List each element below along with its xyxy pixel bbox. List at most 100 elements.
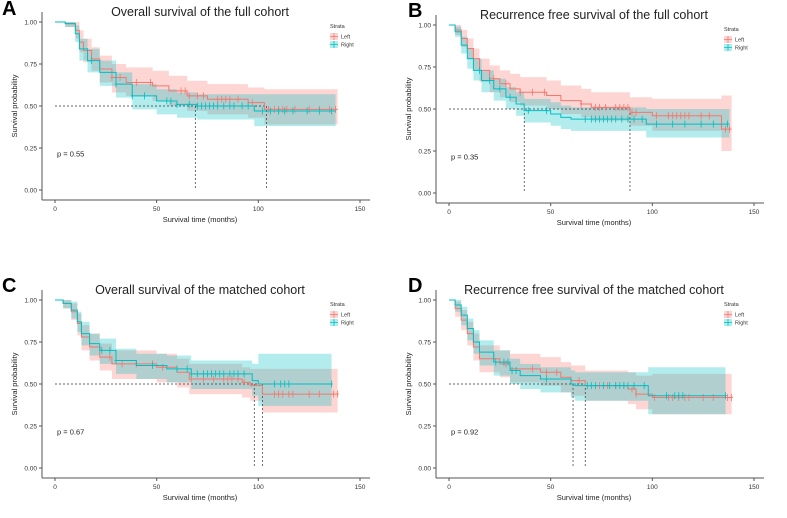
y-tick-label: 0.50 <box>24 103 37 110</box>
y-tick-label: 1.00 <box>24 19 37 26</box>
censor-mark-left <box>224 95 228 103</box>
censor-mark-right <box>506 358 510 366</box>
censor-mark-right <box>502 358 506 366</box>
censor-mark-left <box>307 105 311 113</box>
censor-mark-left <box>667 393 671 401</box>
legend-label-right: Right <box>341 321 354 327</box>
y-tick-label: 0.50 <box>418 106 431 113</box>
censor-mark-right <box>199 102 203 110</box>
legend-label-right: Right <box>735 321 748 327</box>
censor-mark-left <box>134 78 138 86</box>
x-tick-label: 50 <box>153 484 161 491</box>
censor-mark-right <box>583 115 587 123</box>
censor-mark-right <box>283 107 287 115</box>
y-axis-label: Survival probability <box>404 352 413 415</box>
censor-mark-right <box>545 107 549 115</box>
censor-mark-left <box>518 88 522 96</box>
censor-mark-right <box>699 120 703 128</box>
censor-mark-right <box>514 367 518 375</box>
censor-mark-left <box>183 87 187 95</box>
x-tick-label: 100 <box>253 206 264 213</box>
censor-mark-right <box>216 102 220 110</box>
censor-mark-left <box>216 95 220 103</box>
legend-key-left <box>724 311 732 318</box>
censor-mark-right <box>90 57 94 65</box>
censor-mark-right <box>260 107 264 115</box>
censor-mark-right <box>232 370 236 378</box>
censor-mark-right <box>640 115 644 123</box>
censor-mark-right <box>218 370 222 378</box>
censor-mark-right <box>175 100 179 108</box>
censor-mark-right <box>597 115 601 123</box>
censor-mark-right <box>494 358 498 366</box>
y-axis-label: Survival probability <box>10 74 19 137</box>
ci-band-left <box>449 25 732 151</box>
censor-mark-left <box>728 125 732 133</box>
censor-mark-left <box>273 390 277 398</box>
censor-mark-right <box>677 392 681 400</box>
censor-mark-left <box>724 125 728 133</box>
censor-mark-left <box>630 108 634 116</box>
censor-mark-right <box>620 115 624 123</box>
survival-curve-right <box>449 299 726 397</box>
censor-mark-right <box>622 382 626 390</box>
y-tick-label: 0.50 <box>24 381 37 388</box>
censor-mark-right <box>100 346 104 354</box>
censor-mark-left <box>161 363 165 371</box>
censor-mark-right <box>175 365 179 373</box>
x-axis-label: Survival time (months) <box>557 493 632 502</box>
censor-mark-left <box>118 73 122 81</box>
censor-mark-left <box>108 353 112 361</box>
censor-mark-left <box>273 105 277 113</box>
censor-mark-left <box>675 112 679 120</box>
p-value-label: p = 0.67 <box>57 427 84 436</box>
censor-mark-left <box>179 87 183 95</box>
censor-mark-right <box>508 93 512 101</box>
censor-mark-left <box>201 92 205 100</box>
censor-mark-right <box>665 392 669 400</box>
censor-mark-right <box>593 382 597 390</box>
censor-mark-right <box>671 120 675 128</box>
censor-mark-left <box>226 375 230 383</box>
y-tick-label: 0.25 <box>418 423 431 430</box>
censor-mark-left <box>187 92 191 100</box>
legend-key-left <box>724 36 732 43</box>
x-tick-label: 0 <box>447 209 451 216</box>
censor-mark-right <box>305 107 309 115</box>
legend-key-right <box>724 319 732 326</box>
y-tick-label: 0.50 <box>418 381 431 388</box>
x-tick-label: 150 <box>355 206 366 213</box>
censor-mark-left <box>671 112 675 120</box>
chart-title: Recurrence free survival of the full coh… <box>480 8 708 22</box>
censor-mark-right <box>626 382 630 390</box>
censor-mark-right <box>169 97 173 105</box>
y-tick-label: 0.75 <box>418 64 431 71</box>
survival-curve-left <box>449 299 732 398</box>
censor-mark-right <box>614 115 618 123</box>
censor-mark-right <box>724 392 728 400</box>
censor-mark-right <box>330 107 334 115</box>
censor-mark-left <box>307 390 311 398</box>
censor-mark-right <box>681 392 685 400</box>
x-tick-label: 50 <box>153 206 161 213</box>
x-axis-label: Survival time (months) <box>163 215 238 224</box>
censor-mark-right <box>201 370 205 378</box>
censor-mark-right <box>151 362 155 370</box>
x-tick-label: 150 <box>749 209 760 216</box>
censor-mark-right <box>654 120 658 128</box>
y-tick-label: 0.75 <box>418 339 431 346</box>
censor-mark-left <box>120 360 124 368</box>
censor-mark-left <box>236 95 240 103</box>
censor-mark-right <box>242 370 246 378</box>
panel-label-d: D <box>408 275 423 297</box>
censor-mark-right <box>228 102 232 110</box>
legend-label-left: Left <box>341 313 351 319</box>
censor-mark-right <box>185 365 189 373</box>
censor-mark-right <box>614 382 618 390</box>
censor-mark-left <box>634 108 638 116</box>
x-tick-label: 100 <box>647 209 658 216</box>
legend-label-left: Left <box>341 35 351 41</box>
chart-title: Recurrence free survival of the matched … <box>464 283 724 297</box>
censor-mark-left <box>149 78 153 86</box>
censor-mark-right <box>683 120 687 128</box>
